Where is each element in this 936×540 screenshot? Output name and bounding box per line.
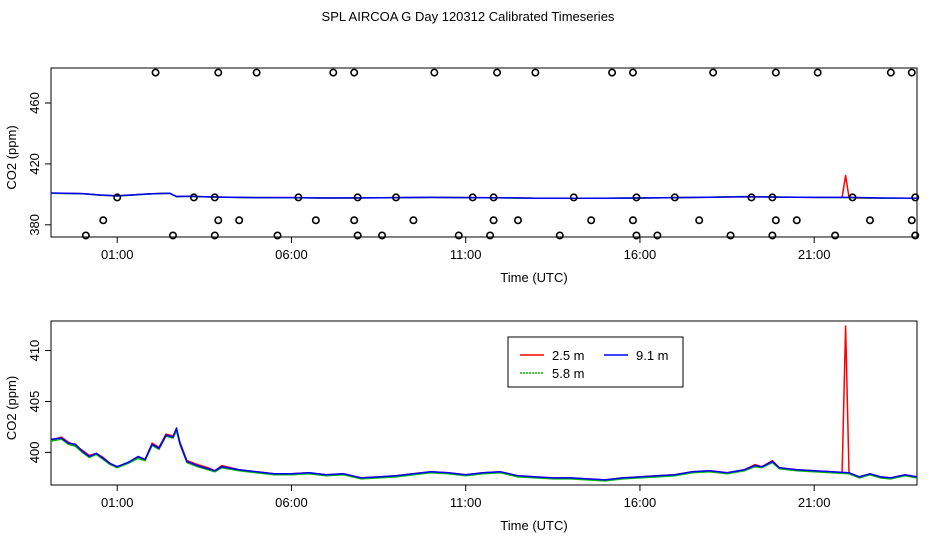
calibration-point	[489, 193, 498, 202]
calibration-point	[353, 231, 362, 240]
calibration-point	[628, 216, 637, 225]
calibration-point	[907, 68, 916, 77]
legend-label: 9.1 m	[636, 348, 669, 363]
y-tick-label: 400	[27, 442, 42, 464]
x-tick-label: 11:00	[450, 495, 482, 510]
calibration-point	[189, 193, 198, 202]
calibration-point	[670, 193, 679, 202]
calibration-point	[151, 68, 160, 77]
y-tick-label: 420	[27, 153, 42, 175]
calibration-point	[311, 216, 320, 225]
legend-box	[507, 336, 684, 388]
calibration-point	[273, 231, 282, 240]
calibration-point	[653, 231, 662, 240]
calibration-point	[768, 193, 777, 202]
x-tick-label: 16:00	[624, 495, 657, 510]
x-tick-label: 01:00	[101, 495, 134, 510]
calibration-point	[353, 193, 362, 202]
page-title: SPL AIRCOA G Day 120312 Calibrated Times…	[321, 9, 615, 24]
calibration-point	[430, 68, 439, 77]
x-tick-label: 06:00	[275, 247, 308, 262]
calibration-point	[378, 231, 387, 240]
series-line-2-5-m	[51, 174, 917, 200]
calibration-point	[848, 193, 857, 202]
calibration-point	[454, 231, 463, 240]
calibration-point	[632, 193, 641, 202]
calibration-point	[865, 216, 874, 225]
calibration-point	[252, 68, 261, 77]
calibration-point	[768, 231, 777, 240]
calibration-point	[831, 231, 840, 240]
calibration-point	[771, 216, 780, 225]
calibration-point	[214, 68, 223, 77]
calibration-point	[489, 216, 498, 225]
legend: 2.5 m 9.1 m 5.8 m	[507, 336, 684, 388]
x-axis-label: Time (UTC)	[500, 518, 567, 533]
y-tick-label: 405	[27, 391, 42, 413]
calibration-point	[792, 216, 801, 225]
series-line-5-8-m	[51, 430, 917, 482]
y-axis-label: CO2 (ppm)	[4, 125, 19, 189]
calibration-point	[214, 216, 223, 225]
calibration-point	[726, 231, 735, 240]
calibration-point	[81, 231, 90, 240]
calibration-point	[531, 68, 540, 77]
calibration-point	[493, 68, 502, 77]
x-tick-label: 21:00	[798, 495, 831, 510]
calibration-point	[350, 216, 359, 225]
plot-frame-bottom	[50, 320, 918, 486]
y-tick-label: 380	[27, 214, 42, 236]
calibration-point	[210, 231, 219, 240]
calibration-point	[392, 193, 401, 202]
series-line-9-1-m	[51, 192, 917, 200]
calibration-point	[911, 193, 920, 202]
legend-label: 5.8 m	[552, 366, 585, 381]
chart-panel-bottom: 01:00 06:00 11:00 16:00 21:00 400 405 410 Time (…	[4, 320, 918, 533]
calibration-point	[747, 193, 756, 202]
calibration-point	[210, 193, 219, 202]
calibration-point	[294, 193, 303, 202]
x-tick-label: 01:00	[101, 247, 134, 262]
calibration-point	[168, 231, 177, 240]
x-tick-label: 06:00	[275, 495, 308, 510]
y-axis-label: CO2 (ppm)	[4, 376, 19, 440]
calibration-point	[608, 68, 617, 77]
x-tick-label: 16:00	[624, 247, 657, 262]
plot-area-top	[51, 174, 917, 200]
calibration-point	[632, 231, 641, 240]
x-tick-label: 11:00	[450, 247, 482, 262]
calibration-point	[911, 231, 920, 240]
y-tick-label: 460	[27, 92, 42, 114]
calibration-point	[409, 216, 418, 225]
plot-area-bottom	[51, 325, 917, 482]
calibration-point	[350, 68, 359, 77]
series-line-9-1-m	[51, 427, 917, 481]
y-tick-label: 410	[27, 340, 42, 362]
calibration-point	[235, 216, 244, 225]
calibration-point	[771, 68, 780, 77]
calibration-point	[695, 216, 704, 225]
calibration-point	[555, 231, 564, 240]
calibration-point	[569, 193, 578, 202]
calibration-point	[468, 193, 477, 202]
x-axis-label: Time (UTC)	[500, 270, 567, 285]
calibration-point	[486, 231, 495, 240]
plot-frame-top	[50, 67, 918, 238]
calibration-point	[113, 193, 122, 202]
calibration-point	[907, 216, 916, 225]
legend-label: 2.5 m	[552, 348, 585, 363]
calibration-point	[886, 68, 895, 77]
calibration-point	[813, 68, 822, 77]
calibration-point	[513, 216, 522, 225]
calibration-point	[587, 216, 596, 225]
series-line-2-5-m	[51, 325, 917, 481]
calibration-point	[709, 68, 718, 77]
calibration-point	[628, 68, 637, 77]
calibration-point	[329, 68, 338, 77]
x-tick-label: 21:00	[798, 247, 831, 262]
calibration-point	[99, 216, 108, 225]
chart-panel-top: 01:00 06:00 11:00 16:00 21:00 380 420 460 Time (…	[4, 67, 920, 285]
